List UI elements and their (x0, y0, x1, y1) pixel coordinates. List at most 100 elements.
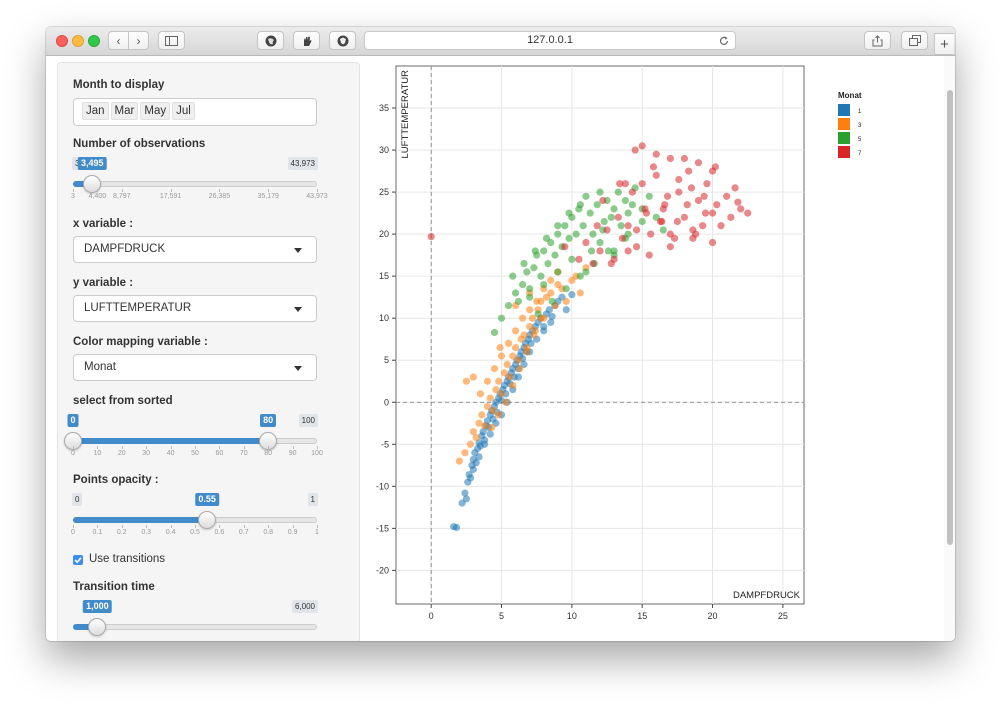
data-point[interactable] (638, 142, 646, 150)
data-point[interactable] (680, 213, 689, 221)
data-point[interactable] (694, 159, 703, 167)
data-point[interactable] (514, 373, 522, 381)
data-point[interactable] (523, 268, 531, 276)
data-point[interactable] (530, 331, 538, 339)
data-point[interactable] (568, 291, 576, 299)
data-point[interactable] (576, 272, 584, 280)
data-point[interactable] (614, 213, 622, 221)
data-point[interactable] (526, 306, 534, 314)
data-point[interactable] (562, 306, 570, 314)
data-point[interactable] (519, 280, 527, 289)
close-window-button[interactable] (56, 35, 68, 47)
data-point[interactable] (509, 381, 517, 390)
data-point[interactable] (472, 459, 480, 467)
forward-button[interactable]: › (128, 31, 149, 50)
observations-slider[interactable]: 343,9733,49534,4008,79717,59126,38535,17… (71, 157, 328, 203)
share-button[interactable] (864, 31, 891, 50)
sorted-range-slider[interactable]: 100 0 80 0 10 20 30 40 50 60 70 80 90 100 (64, 414, 323, 460)
data-point[interactable] (593, 222, 601, 230)
data-point[interactable] (488, 423, 496, 432)
data-point[interactable] (603, 226, 611, 234)
data-point[interactable] (645, 251, 653, 259)
new-tab-button[interactable]: + (934, 33, 954, 55)
data-point[interactable] (526, 293, 534, 301)
data-point[interactable] (506, 373, 514, 381)
data-point[interactable] (711, 163, 719, 171)
data-point[interactable] (700, 192, 708, 200)
color-variable-select[interactable]: Monat (73, 354, 317, 381)
data-point[interactable] (514, 356, 522, 364)
data-point[interactable] (466, 440, 475, 448)
x-variable-select[interactable]: DAMPFDRUCK (73, 236, 317, 263)
month-multiselect[interactable]: Jan Mar May Jul (73, 98, 317, 126)
data-point[interactable] (509, 272, 517, 280)
data-point[interactable] (533, 297, 541, 305)
data-point[interactable] (683, 201, 691, 209)
data-point[interactable] (483, 402, 492, 411)
data-point[interactable] (528, 314, 537, 322)
data-point[interactable] (548, 312, 556, 321)
data-point[interactable] (589, 230, 597, 238)
extension-button-2[interactable] (293, 31, 320, 50)
month-chip-jan[interactable]: Jan (82, 102, 109, 120)
data-point[interactable] (523, 348, 531, 356)
data-point[interactable] (516, 365, 524, 373)
month-chip-mar[interactable]: Mar (110, 102, 139, 120)
data-point[interactable] (500, 369, 508, 377)
data-point[interactable] (659, 226, 667, 234)
data-point[interactable] (540, 327, 548, 335)
data-point[interactable] (708, 209, 717, 217)
data-point[interactable] (744, 209, 752, 217)
data-point[interactable] (572, 230, 580, 238)
data-point[interactable] (596, 247, 604, 255)
slider-handle[interactable] (64, 432, 82, 450)
data-point[interactable] (610, 205, 618, 213)
data-point[interactable] (624, 230, 632, 238)
data-point[interactable] (547, 276, 555, 284)
opacity-slider[interactable]: 0 1 0.55 0 0.1 0.2 0.3 0.4 0.5 0.6 0.7 0.8 0.9 1 (71, 493, 319, 539)
data-point[interactable] (618, 234, 627, 242)
data-point[interactable] (596, 188, 604, 196)
data-point[interactable] (472, 433, 480, 442)
data-point[interactable] (476, 390, 485, 398)
back-button[interactable]: ‹ (108, 31, 129, 50)
data-point[interactable] (699, 222, 707, 230)
data-point[interactable] (481, 422, 489, 430)
data-point[interactable] (520, 259, 528, 268)
data-point[interactable] (481, 440, 489, 448)
data-point[interactable] (475, 419, 483, 427)
data-point[interactable] (462, 495, 470, 503)
data-point[interactable] (641, 205, 649, 213)
data-point[interactable] (503, 360, 511, 369)
data-point[interactable] (685, 167, 693, 175)
data-point[interactable] (610, 247, 618, 255)
month-chip-may[interactable]: May (140, 102, 171, 120)
data-point[interactable] (466, 474, 475, 482)
slider-handle[interactable] (83, 175, 102, 193)
data-point[interactable] (731, 184, 739, 192)
data-point[interactable] (565, 209, 573, 217)
data-point[interactable] (497, 390, 506, 398)
minimize-window-button[interactable] (72, 35, 84, 47)
data-point[interactable] (666, 243, 674, 251)
data-point[interactable] (652, 171, 660, 179)
data-point[interactable] (624, 209, 632, 217)
address-bar[interactable]: 127.0.0.1 (364, 31, 736, 50)
data-point[interactable] (576, 289, 584, 297)
data-point[interactable] (562, 285, 570, 293)
data-point[interactable] (617, 222, 625, 230)
data-point[interactable] (663, 192, 672, 200)
scatter-plot[interactable]: 0 5 10 15 20 25 -20 -15 -10 -5 0 5 10 15 20 25 30 35 DAMPF… (376, 56, 896, 641)
data-point[interactable] (708, 238, 717, 247)
data-point[interactable] (582, 192, 590, 200)
data-point[interactable] (478, 411, 486, 419)
extension-button-3[interactable] (329, 31, 356, 50)
data-point[interactable] (492, 386, 500, 394)
slider-handle[interactable] (198, 511, 217, 529)
transition-time-slider[interactable]: 6,000 1,000 (73, 600, 318, 641)
data-point[interactable] (604, 247, 613, 255)
data-point[interactable] (582, 268, 590, 276)
data-point[interactable] (469, 428, 477, 436)
data-point[interactable] (649, 163, 658, 171)
data-point[interactable] (737, 205, 745, 213)
